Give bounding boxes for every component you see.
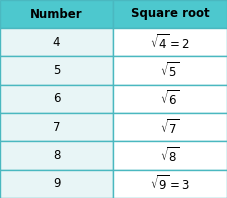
Text: $\sqrt{7}$: $\sqrt{7}$ — [160, 118, 180, 137]
Text: 7: 7 — [53, 121, 60, 134]
Bar — [113, 0, 227, 28]
Bar — [113, 170, 227, 198]
Bar — [113, 28, 227, 56]
Text: $\sqrt{4}=2$: $\sqrt{4}=2$ — [150, 33, 190, 51]
Bar — [0, 113, 113, 141]
Bar — [0, 170, 113, 198]
Text: 8: 8 — [53, 149, 60, 162]
Bar — [0, 85, 113, 113]
Text: $\sqrt{9}=3$: $\sqrt{9}=3$ — [150, 174, 190, 193]
Bar — [0, 28, 113, 56]
Text: $\sqrt{5}$: $\sqrt{5}$ — [160, 61, 180, 80]
Text: Number: Number — [30, 8, 83, 21]
Bar — [0, 0, 113, 28]
Bar — [0, 141, 113, 170]
Text: $\sqrt{6}$: $\sqrt{6}$ — [160, 89, 180, 108]
Text: 5: 5 — [53, 64, 60, 77]
Bar — [113, 141, 227, 170]
Text: 6: 6 — [53, 92, 60, 105]
Bar — [113, 56, 227, 85]
Bar — [113, 85, 227, 113]
Bar — [113, 113, 227, 141]
Bar — [0, 56, 113, 85]
Text: Square root: Square root — [131, 8, 209, 21]
Text: 9: 9 — [53, 177, 60, 190]
Text: $\sqrt{8}$: $\sqrt{8}$ — [160, 146, 180, 165]
Text: 4: 4 — [53, 36, 60, 49]
